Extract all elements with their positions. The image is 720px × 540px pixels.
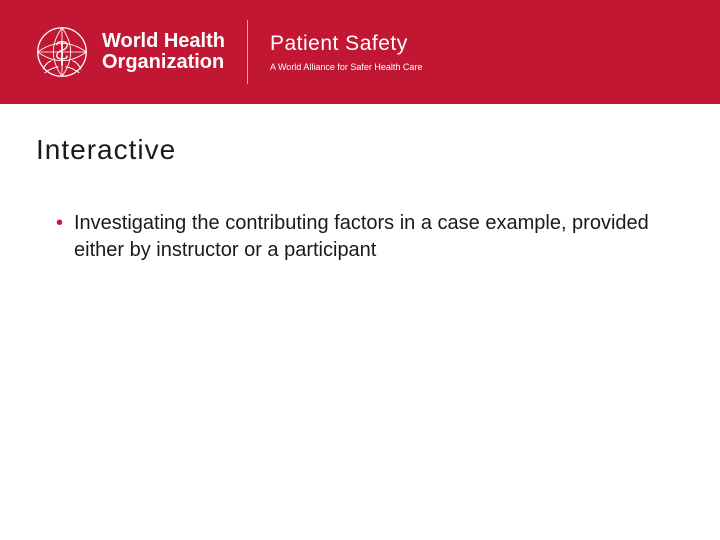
patient-safety-block: Patient Safety A World Alliance for Safe… <box>270 32 422 72</box>
who-logo-group: World Health Organization <box>36 26 225 78</box>
patient-safety-title: Patient Safety <box>270 32 422 56</box>
header-divider <box>247 20 248 84</box>
bullet-item: Investigating the contributing factors i… <box>56 210 684 264</box>
slide-title: Interactive <box>36 134 684 166</box>
who-wordmark: World Health Organization <box>102 31 225 73</box>
patient-safety-subtitle: A World Alliance for Safer Health Care <box>270 62 422 72</box>
bullet-list: Investigating the contributing factors i… <box>36 210 684 264</box>
who-emblem-icon <box>36 26 88 78</box>
who-line2: Organization <box>102 52 225 73</box>
who-line1: World Health <box>102 31 225 52</box>
slide-content: Interactive Investigating the contributi… <box>0 104 720 264</box>
header-band: World Health Organization Patient Safety… <box>0 0 720 104</box>
